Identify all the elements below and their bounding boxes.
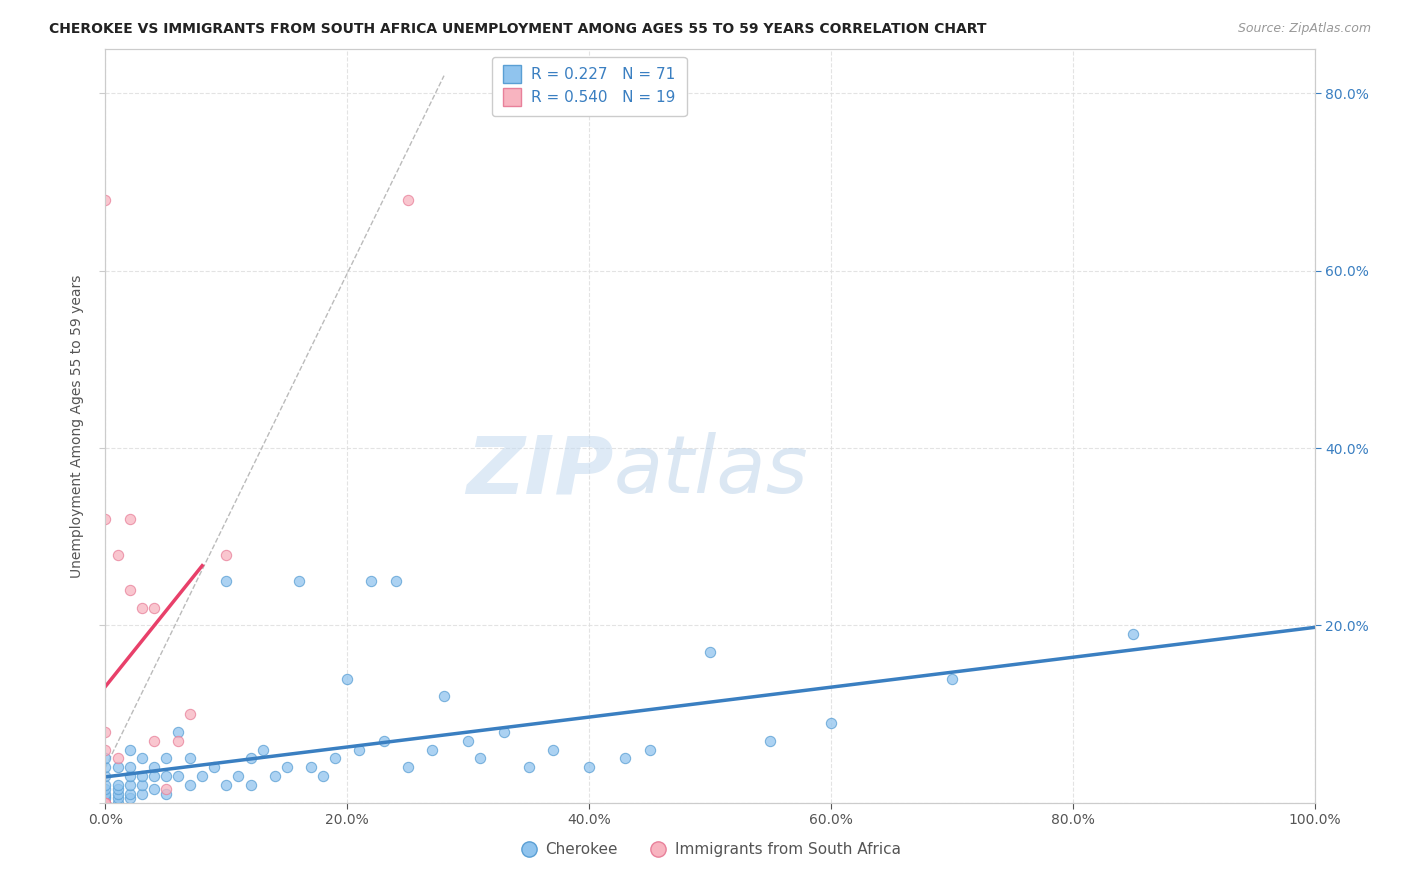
- Point: [820, 716, 842, 731]
- Point: [94, 796, 117, 810]
- Point: [191, 769, 214, 783]
- Point: [167, 733, 190, 747]
- Point: [155, 787, 177, 801]
- Point: [94, 760, 117, 774]
- Point: [179, 751, 201, 765]
- Text: CHEROKEE VS IMMIGRANTS FROM SOUTH AFRICA UNEMPLOYMENT AMONG AGES 55 TO 59 YEARS : CHEROKEE VS IMMIGRANTS FROM SOUTH AFRICA…: [49, 22, 987, 37]
- Point: [155, 782, 177, 797]
- Point: [299, 760, 322, 774]
- Point: [107, 760, 129, 774]
- Point: [517, 760, 540, 774]
- Text: atlas: atlas: [613, 432, 808, 510]
- Point: [131, 769, 153, 783]
- Legend: Cherokee, Immigrants from South Africa: Cherokee, Immigrants from South Africa: [513, 836, 907, 863]
- Point: [94, 742, 117, 756]
- Point: [118, 512, 141, 526]
- Point: [107, 796, 129, 810]
- Point: [94, 796, 117, 810]
- Point: [239, 778, 262, 792]
- Point: [433, 690, 456, 704]
- Point: [155, 751, 177, 765]
- Point: [494, 724, 516, 739]
- Point: [94, 769, 117, 783]
- Point: [167, 724, 190, 739]
- Point: [373, 733, 395, 747]
- Point: [118, 742, 141, 756]
- Point: [276, 760, 298, 774]
- Text: Source: ZipAtlas.com: Source: ZipAtlas.com: [1237, 22, 1371, 36]
- Point: [312, 769, 335, 783]
- Point: [94, 796, 117, 810]
- Point: [263, 769, 285, 783]
- Point: [396, 760, 419, 774]
- Point: [941, 672, 963, 686]
- Point: [107, 791, 129, 805]
- Point: [420, 742, 443, 756]
- Point: [215, 778, 238, 792]
- Point: [142, 769, 165, 783]
- Point: [94, 796, 117, 810]
- Point: [1122, 627, 1144, 641]
- Point: [384, 574, 406, 588]
- Text: ZIP: ZIP: [465, 432, 613, 510]
- Point: [360, 574, 382, 588]
- Point: [215, 548, 238, 562]
- Point: [118, 760, 141, 774]
- Point: [699, 645, 721, 659]
- Point: [107, 787, 129, 801]
- Point: [541, 742, 564, 756]
- Point: [107, 778, 129, 792]
- Point: [118, 787, 141, 801]
- Y-axis label: Unemployment Among Ages 55 to 59 years: Unemployment Among Ages 55 to 59 years: [70, 274, 84, 578]
- Point: [323, 751, 346, 765]
- Point: [107, 548, 129, 562]
- Point: [142, 600, 165, 615]
- Point: [94, 724, 117, 739]
- Point: [94, 796, 117, 810]
- Point: [252, 742, 274, 756]
- Point: [94, 791, 117, 805]
- Point: [118, 791, 141, 805]
- Point: [131, 600, 153, 615]
- Point: [94, 789, 117, 803]
- Point: [94, 512, 117, 526]
- Point: [142, 733, 165, 747]
- Point: [179, 707, 201, 722]
- Point: [131, 751, 153, 765]
- Point: [167, 769, 190, 783]
- Point: [288, 574, 311, 588]
- Point: [94, 787, 117, 801]
- Point: [142, 760, 165, 774]
- Point: [202, 760, 225, 774]
- Point: [638, 742, 661, 756]
- Point: [336, 672, 359, 686]
- Point: [179, 778, 201, 792]
- Point: [131, 787, 153, 801]
- Point: [155, 769, 177, 783]
- Point: [94, 796, 117, 810]
- Point: [228, 769, 250, 783]
- Point: [118, 769, 141, 783]
- Point: [131, 778, 153, 792]
- Point: [94, 782, 117, 797]
- Point: [142, 782, 165, 797]
- Point: [118, 778, 141, 792]
- Point: [107, 751, 129, 765]
- Point: [94, 778, 117, 792]
- Point: [94, 751, 117, 765]
- Point: [107, 782, 129, 797]
- Point: [94, 193, 117, 207]
- Point: [94, 796, 117, 810]
- Point: [396, 193, 419, 207]
- Point: [457, 733, 479, 747]
- Point: [614, 751, 637, 765]
- Point: [578, 760, 600, 774]
- Point: [239, 751, 262, 765]
- Point: [118, 582, 141, 597]
- Point: [759, 733, 782, 747]
- Point: [470, 751, 492, 765]
- Point: [215, 574, 238, 588]
- Point: [349, 742, 371, 756]
